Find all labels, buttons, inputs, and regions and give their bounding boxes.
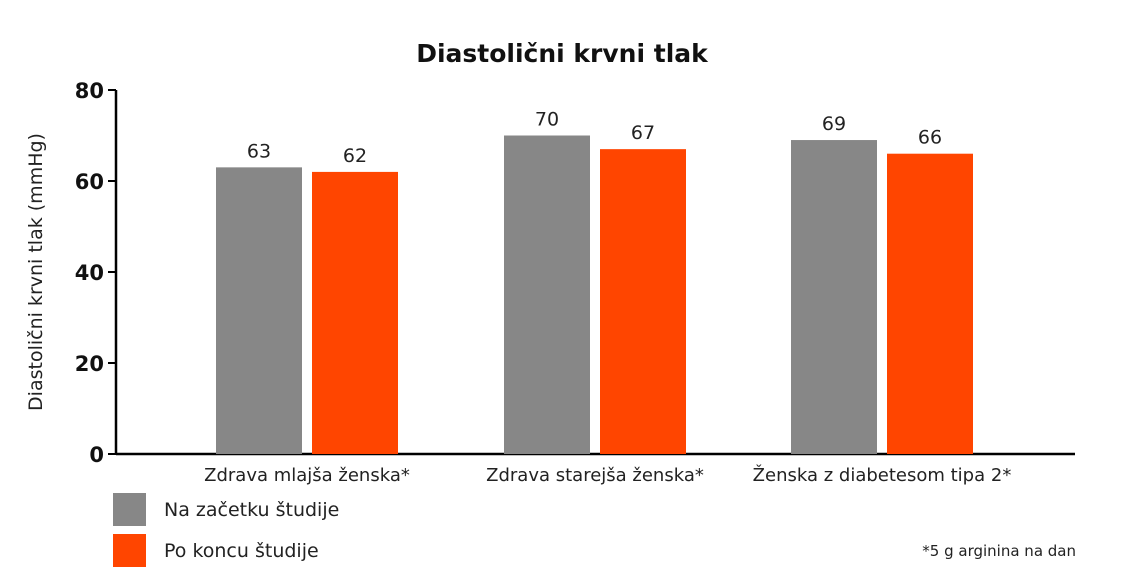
bar-end (600, 149, 686, 454)
x-tick-label: Zdrava starejša ženska* (486, 465, 704, 486)
data-label: 70 (535, 109, 559, 131)
data-label: 62 (343, 145, 367, 167)
y-tick-label: 20 (75, 352, 104, 376)
data-label: 67 (631, 122, 655, 144)
legend-swatch-gray (113, 493, 146, 526)
data-label: 63 (247, 140, 271, 162)
bar-end (887, 153, 973, 454)
y-tick-label: 0 (89, 443, 104, 467)
y-tick-label: 80 (75, 79, 104, 103)
chart-title: Diastolični krvni tlak (416, 39, 709, 68)
y-tick-label: 40 (75, 261, 104, 285)
legend-item-end: Po koncu študije (113, 534, 319, 567)
y-tick-label: 60 (75, 170, 104, 194)
footnote: *5 g arginina na dan (922, 542, 1076, 560)
bar-baseline (791, 140, 877, 455)
bar-baseline (216, 167, 302, 454)
data-label: 69 (822, 113, 846, 135)
legend-label: Po koncu študije (164, 539, 319, 562)
legend-swatch-red (113, 534, 146, 567)
y-axis-label: Diastolični krvni tlak (mmHg) (25, 133, 47, 411)
x-tick-label: Zdrava mlajša ženska* (204, 465, 410, 486)
x-tick-label: Ženska z diabetesom tipa 2* (753, 464, 1012, 486)
legend-label: Na začetku študije (164, 498, 340, 521)
legend-item-baseline: Na začetku študije (113, 493, 339, 526)
bar-end (312, 171, 398, 454)
data-label: 66 (918, 127, 942, 149)
bar-baseline (504, 135, 590, 454)
